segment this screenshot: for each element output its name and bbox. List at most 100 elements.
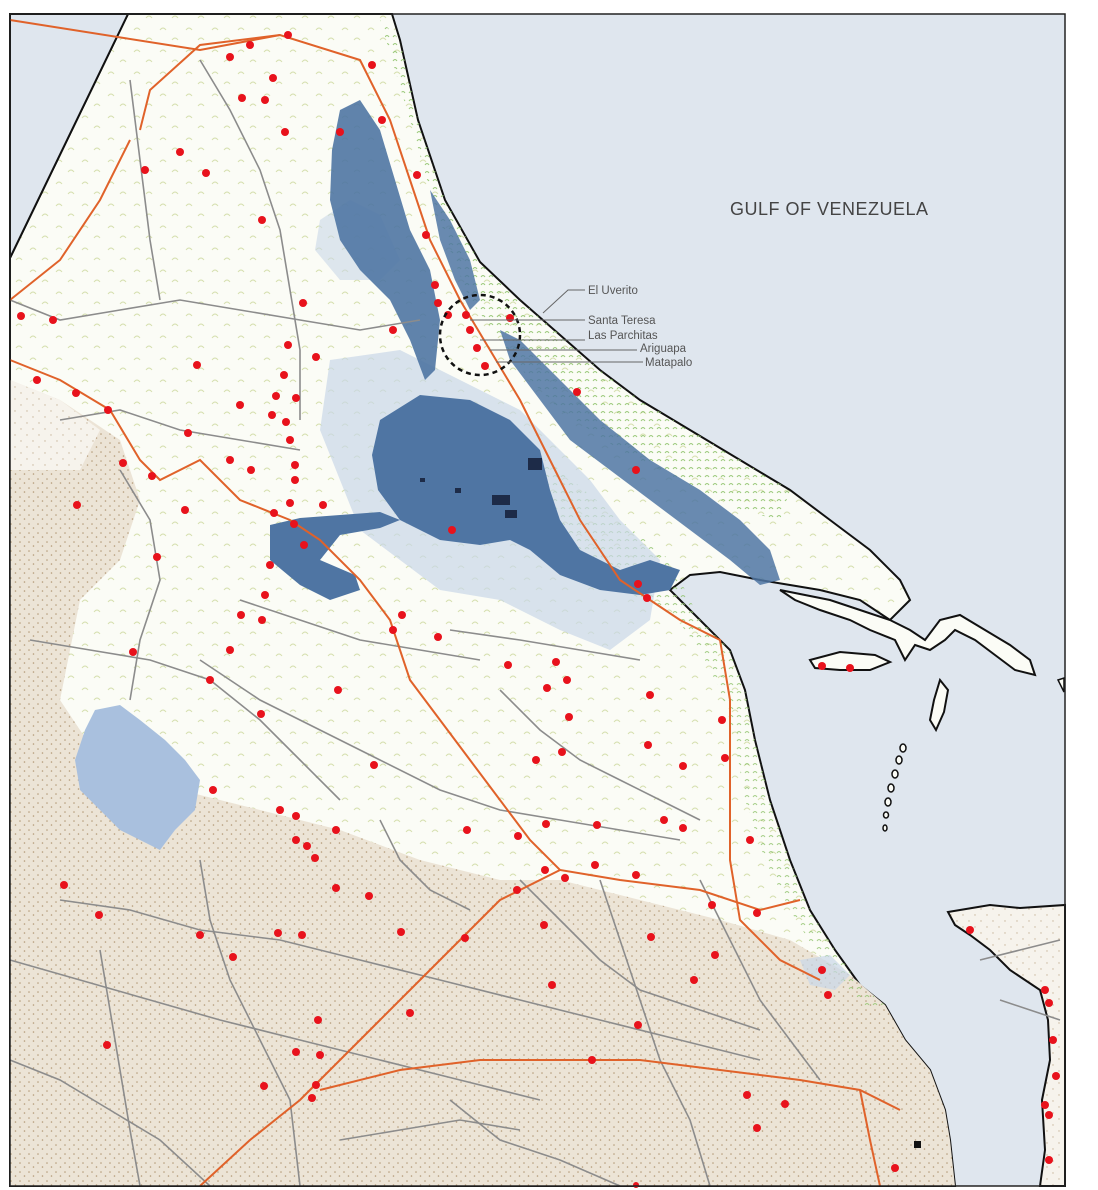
red-dot-icon bbox=[292, 812, 300, 820]
red-dot-icon bbox=[591, 861, 599, 869]
place-label-las-parchitas: Las Parchitas bbox=[588, 330, 658, 342]
red-dot-icon bbox=[290, 520, 298, 528]
red-dot-icon bbox=[448, 526, 456, 534]
red-dot-icon bbox=[466, 326, 474, 334]
red-dot-icon bbox=[690, 976, 698, 984]
island-east-1 bbox=[779, 589, 1037, 677]
red-dot-icon bbox=[104, 406, 112, 414]
red-dot-icon bbox=[481, 362, 489, 370]
red-dot-icon bbox=[514, 832, 522, 840]
red-dot-icon bbox=[431, 281, 439, 289]
island-small-2 bbox=[928, 677, 950, 733]
red-dot-icon bbox=[292, 836, 300, 844]
red-dot-icon bbox=[238, 94, 246, 102]
label-leaders bbox=[470, 289, 643, 363]
red-dot-icon bbox=[1052, 1072, 1060, 1080]
red-dot-icon bbox=[119, 459, 127, 467]
red-dot-icon bbox=[540, 921, 548, 929]
red-dot-icon bbox=[316, 1051, 324, 1059]
island-small-3 bbox=[1056, 676, 1065, 693]
red-dot-icon bbox=[643, 594, 651, 602]
red-dot-icon bbox=[272, 392, 280, 400]
red-dot-icon bbox=[33, 376, 41, 384]
red-dot-icon bbox=[291, 476, 299, 484]
red-dot-icon bbox=[1045, 1111, 1053, 1119]
red-dot-icon bbox=[270, 509, 278, 517]
red-dot-icon bbox=[226, 456, 234, 464]
red-dot-icon bbox=[397, 928, 405, 936]
red-dot-icon bbox=[202, 169, 210, 177]
red-dot-icon bbox=[434, 633, 442, 641]
red-dot-icon bbox=[274, 929, 282, 937]
red-dot-icon bbox=[1041, 986, 1049, 994]
red-dot-icon bbox=[246, 41, 254, 49]
red-dot-icon bbox=[141, 166, 149, 174]
red-dot-icon bbox=[708, 901, 716, 909]
road-coastal bbox=[9, 19, 821, 981]
red-dot-icon bbox=[389, 326, 397, 334]
lagoon-north-arm bbox=[430, 190, 480, 310]
land-southeast bbox=[946, 903, 1066, 1187]
red-dot-icon bbox=[308, 1094, 316, 1102]
red-dot-icon bbox=[257, 710, 265, 718]
red-dot-icon bbox=[413, 171, 421, 179]
red-dot-icon bbox=[226, 53, 234, 61]
red-dot-icon bbox=[891, 1164, 899, 1172]
red-dot-icon bbox=[312, 1081, 320, 1089]
red-dot-icon bbox=[17, 312, 25, 320]
place-label-santa-teresa: Santa Teresa bbox=[588, 315, 656, 327]
red-dot-icon bbox=[781, 1100, 789, 1108]
red-dot-icon bbox=[378, 116, 386, 124]
red-dot-icon bbox=[291, 461, 299, 469]
red-dot-icon bbox=[298, 931, 306, 939]
gulf-label: GULF OF VENEZUELA bbox=[730, 199, 929, 219]
red-dot-icon bbox=[268, 411, 276, 419]
red-dot-icon bbox=[370, 761, 378, 769]
red-dot-icon bbox=[334, 686, 342, 694]
red-dot-icon bbox=[1049, 1036, 1057, 1044]
red-dot-icon bbox=[542, 820, 550, 828]
red-dot-icon bbox=[336, 128, 344, 136]
red-dot-icon bbox=[303, 842, 311, 850]
red-dot-icon bbox=[461, 934, 469, 942]
red-dot-icon bbox=[129, 648, 137, 656]
red-dot-icon bbox=[314, 1016, 322, 1024]
red-dot-icon bbox=[647, 933, 655, 941]
red-dot-icon bbox=[258, 616, 266, 624]
red-dot-icon bbox=[504, 661, 512, 669]
red-dot-icon bbox=[226, 646, 234, 654]
land-dry-west-strip bbox=[10, 380, 100, 470]
lagoon-east-arm bbox=[500, 330, 780, 585]
red-dot-icon bbox=[588, 1056, 596, 1064]
red-dot-icon bbox=[312, 353, 320, 361]
red-dot-icon bbox=[406, 1009, 414, 1017]
red-dot-icon bbox=[632, 871, 640, 879]
red-dot-icon bbox=[280, 371, 288, 379]
red-dot-icon bbox=[633, 1182, 639, 1188]
place-label-ariguapa: Ariguapa bbox=[640, 343, 687, 355]
red-dot-icon bbox=[561, 874, 569, 882]
red-dot-icon bbox=[462, 311, 470, 319]
red-dot-icon bbox=[300, 541, 308, 549]
red-dot-icon bbox=[60, 881, 68, 889]
red-dot-icon bbox=[473, 344, 481, 352]
red-dot-icon bbox=[276, 806, 284, 814]
lagoon-west-arm bbox=[270, 512, 400, 600]
red-dot-icon bbox=[184, 429, 192, 437]
red-dot-icon bbox=[563, 676, 571, 684]
red-dot-icon bbox=[206, 676, 214, 684]
red-dot-icon bbox=[573, 388, 581, 396]
red-dot-icon bbox=[72, 389, 80, 397]
red-dot-icon bbox=[632, 466, 640, 474]
dashed-circle-icon bbox=[438, 293, 522, 377]
road-southeast bbox=[319, 1059, 901, 1111]
red-dot-icon bbox=[1045, 1156, 1053, 1164]
red-dot-icon bbox=[966, 926, 974, 934]
red-dot-icon bbox=[236, 401, 244, 409]
main-roads bbox=[9, 19, 901, 1187]
red-dot-icon bbox=[261, 591, 269, 599]
red-dot-icon bbox=[422, 231, 430, 239]
red-dot-icon bbox=[513, 886, 521, 894]
red-dot-icon bbox=[565, 713, 573, 721]
place-label-el-uverito: El Uverito bbox=[588, 285, 638, 297]
